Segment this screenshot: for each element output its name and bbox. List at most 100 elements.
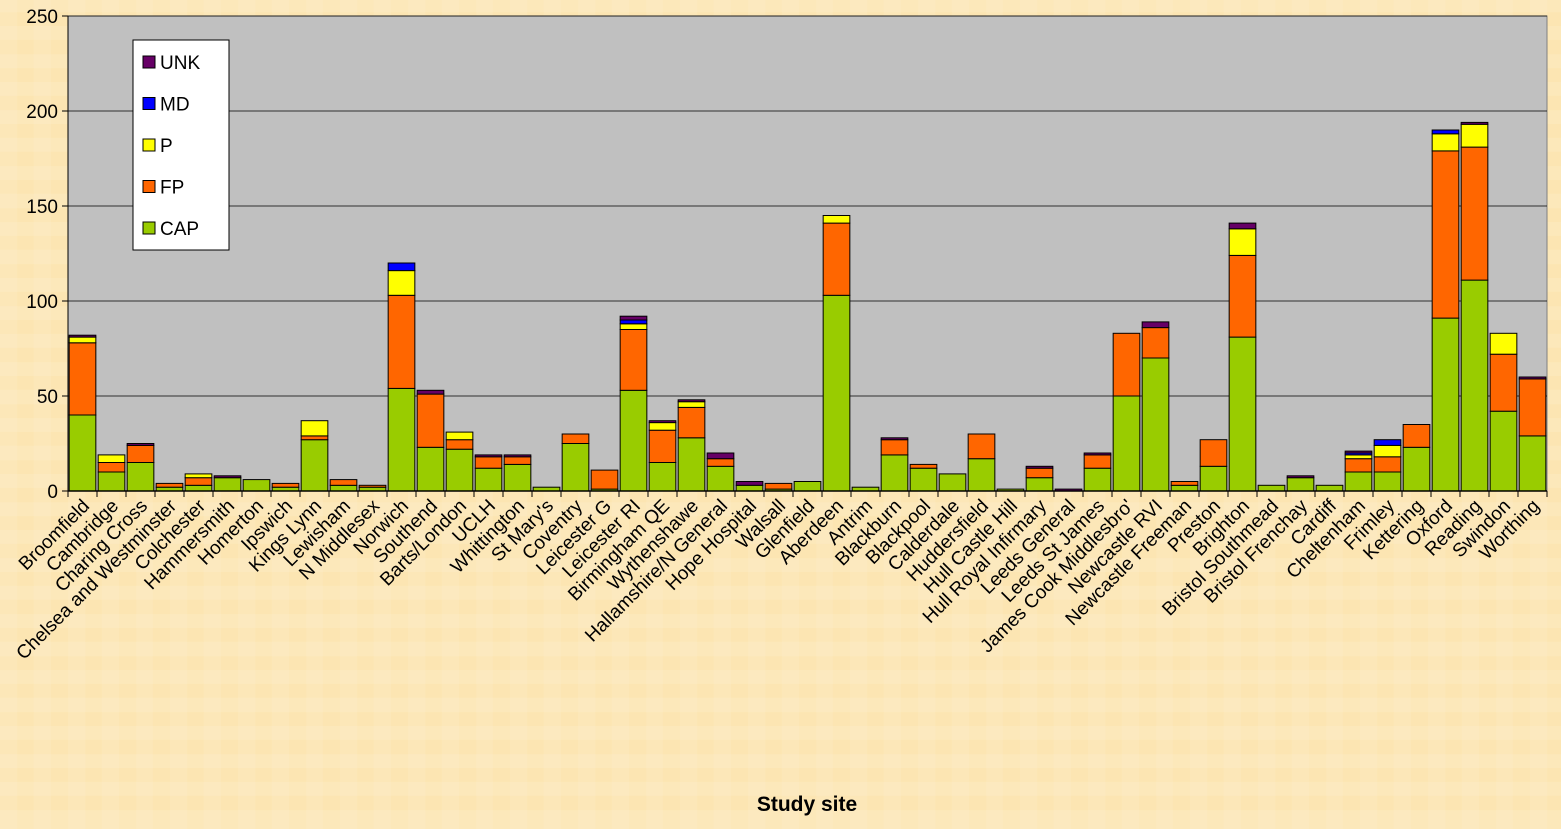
bar-segment-fp	[764, 482, 793, 490]
bar-segment-fp	[155, 482, 184, 488]
y-tick-label: 250	[26, 7, 58, 28]
bar-segment-p	[300, 420, 329, 437]
bar-segment-cap	[793, 481, 822, 492]
bar-segment-fp	[97, 462, 126, 473]
legend-label-md: MD	[160, 95, 190, 116]
bar-segment-p	[1460, 123, 1489, 148]
bar-segment-fp	[1083, 454, 1112, 469]
bar-segment-cap	[1025, 477, 1054, 492]
bar-segment-cap	[1373, 471, 1402, 492]
bar-segment-md	[387, 262, 416, 272]
gridlines	[68, 15, 1547, 397]
bar-segment-unk	[503, 454, 532, 458]
bar-segment-fp	[1518, 378, 1547, 437]
bar-segment-fp	[590, 469, 619, 490]
bar-segment-md	[1431, 129, 1460, 135]
y-tick-label: 50	[37, 387, 58, 408]
bar-segment-p	[1373, 444, 1402, 458]
bar-segment-fp	[1373, 456, 1402, 473]
legend-swatch-md	[142, 97, 156, 110]
bar-segment-cap	[1286, 477, 1315, 492]
bar-segment-cap	[445, 448, 474, 492]
bar-segment-unk	[619, 315, 648, 321]
bar-segment-cap	[242, 479, 271, 492]
legend-label-fp: FP	[160, 178, 184, 199]
legend-swatch-cap	[142, 221, 156, 235]
bar-segment-cap	[474, 467, 503, 492]
bar-segment-cap	[1460, 279, 1489, 492]
y-tick-label: 200	[26, 102, 58, 123]
bar-segment-cap	[880, 454, 909, 492]
bar-segment-unk	[677, 399, 706, 403]
bar-segment-cap	[184, 484, 213, 492]
bar-segment-fp	[1228, 254, 1257, 338]
bar-segment-cap	[387, 387, 416, 492]
bar-segment-unk	[1518, 376, 1547, 380]
bar-segment-fp	[1460, 146, 1489, 281]
bars	[68, 121, 1547, 492]
bar-segment-fp	[1431, 150, 1460, 319]
bar-segment-fp	[358, 484, 387, 488]
bar-segment-cap	[938, 473, 967, 492]
bar-segment-cap	[706, 465, 735, 492]
bar-segment-cap	[329, 484, 358, 492]
bar-segment-cap	[1228, 336, 1257, 492]
bar-segment-unk	[648, 420, 677, 424]
bar-segment-fp	[474, 456, 503, 469]
bar-segment-fp	[300, 435, 329, 441]
legend-label-p: P	[160, 136, 173, 157]
bar-segment-unk	[416, 389, 445, 395]
bar-segment-fp	[416, 393, 445, 448]
bar-segment-cap	[735, 484, 764, 492]
bar-segment-cap	[1315, 484, 1344, 492]
bar-segment-cap	[677, 437, 706, 492]
bar-segment-cap	[619, 389, 648, 492]
legend-label-unk: UNK	[160, 53, 200, 74]
bar-segment-cap	[561, 443, 590, 492]
bar-segment-unk	[1344, 450, 1373, 454]
bar-segment-p	[648, 422, 677, 431]
y-axis-ticks: 0 50 100 150 200 250	[26, 7, 68, 503]
bar-segment-md	[1373, 439, 1402, 446]
bar-segment-fp	[880, 439, 909, 456]
bar-segment-fp	[1344, 458, 1373, 473]
bar-segment-fp	[271, 482, 300, 488]
bar-segment-p	[1489, 332, 1518, 355]
bar-segment-fp	[68, 342, 97, 416]
bar-segment-cap	[68, 414, 97, 492]
bar-segment-unk	[1228, 222, 1257, 230]
x-axis-title: Study site	[757, 793, 857, 816]
bar-segment-p	[677, 401, 706, 408]
bar-segment-cap	[1170, 484, 1199, 492]
bar-segment-cap	[1141, 357, 1170, 492]
bar-segment-fp	[706, 458, 735, 467]
bar-segment-cap	[1489, 410, 1518, 492]
bar-segment-cap	[1199, 465, 1228, 492]
bar-segment-cap	[213, 477, 242, 492]
bar-segment-fp	[619, 329, 648, 391]
bar-segment-unk	[1025, 465, 1054, 469]
bar-segment-fp	[1025, 467, 1054, 479]
bar-segment-fp	[1170, 481, 1199, 486]
legend: UNK MD P FP CAP	[132, 39, 230, 251]
bar-segment-fp	[1489, 353, 1518, 412]
bar-segment-fp	[822, 222, 851, 296]
bar-segment-fp	[967, 433, 996, 460]
bar-segment-p	[822, 215, 851, 224]
bar-segment-cap	[1518, 435, 1547, 492]
bar-segment-cap	[1257, 484, 1286, 492]
bar-segment-cap	[416, 446, 445, 492]
bar-segment-fp	[1141, 327, 1170, 359]
bar-segment-cap	[1402, 446, 1431, 492]
bar-segment-cap	[126, 462, 155, 492]
bar-segment-fp	[561, 433, 590, 444]
bar-segment-cap	[300, 439, 329, 492]
bar-segment-unk	[213, 475, 242, 479]
bar-segment-fp	[677, 406, 706, 439]
bar-segment-unk	[1286, 475, 1315, 479]
bar-segment-unk	[1083, 452, 1112, 456]
bar-segment-unk	[68, 334, 97, 338]
bar-segment-p	[1344, 454, 1373, 460]
legend-label-cap: CAP	[160, 219, 199, 240]
bar-segment-p	[68, 336, 97, 344]
